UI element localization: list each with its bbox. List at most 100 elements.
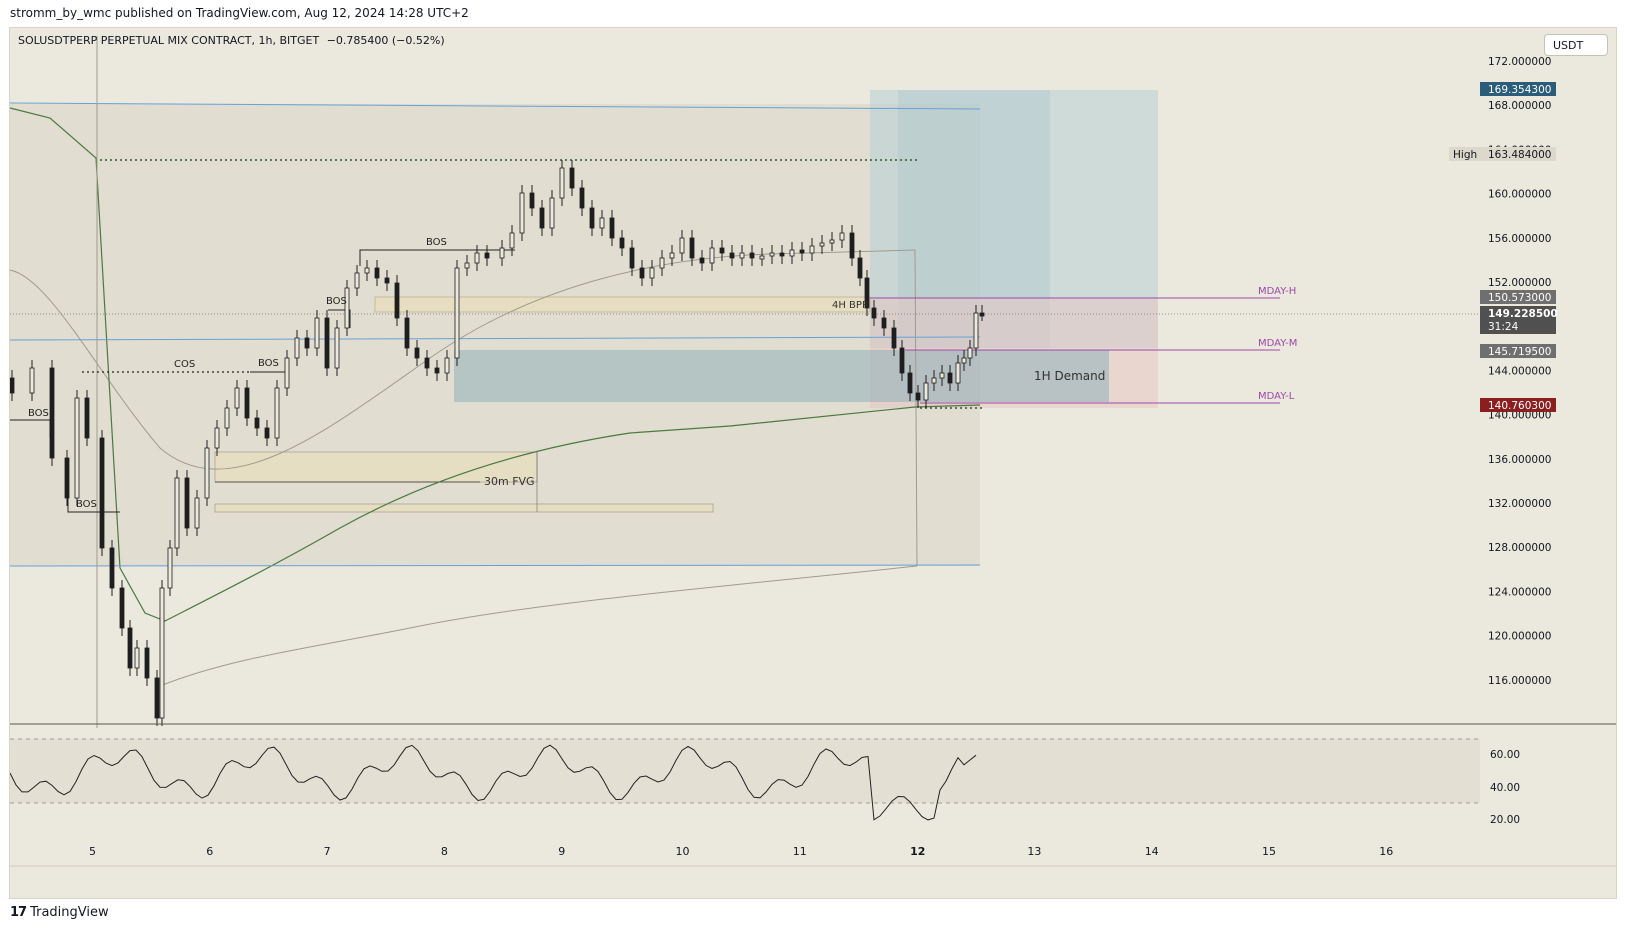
candle-body	[709, 247, 715, 264]
candle-body	[907, 372, 913, 394]
symbol-line: SOLUSDTPERP PERPETUAL MIX CONTRACT, 1h, …	[18, 34, 445, 47]
candle-body	[619, 237, 625, 249]
candle-body	[324, 317, 330, 369]
rsi-tick-label: 60.00	[1490, 749, 1520, 761]
time-tick-label: 12	[910, 845, 925, 858]
mday-h-badge	[1480, 290, 1556, 304]
candle-body	[679, 237, 685, 254]
price-tick-label: 152.000000	[1488, 277, 1551, 289]
rsi-line	[10, 744, 977, 821]
currency-selector[interactable]: USDT	[1544, 34, 1608, 56]
last-price-text: 149.228500	[1488, 308, 1558, 320]
candle-body	[144, 647, 150, 679]
time-tick-label: 15	[1262, 845, 1276, 858]
upper-band	[10, 249, 918, 567]
candle-body	[849, 232, 855, 259]
candle-body	[264, 427, 270, 439]
candle-body	[871, 307, 877, 319]
mday-m-badge	[1480, 344, 1556, 358]
mday-h-price: 150.573000	[1488, 292, 1551, 304]
cos-label: COS	[174, 359, 195, 370]
candle-body	[589, 207, 595, 229]
price-tick-label: 172.000000	[1488, 56, 1551, 68]
candle-body	[127, 627, 133, 669]
candle-body	[334, 327, 340, 369]
candle-body	[799, 249, 805, 254]
candle-body	[509, 232, 515, 249]
candle-body	[74, 397, 80, 499]
candle-body	[579, 187, 585, 209]
candle-body	[819, 242, 825, 247]
candle-body	[444, 357, 450, 374]
candle-body	[49, 367, 55, 459]
rsi-band	[10, 739, 1480, 803]
candle-body	[394, 282, 400, 319]
price-tick-label: 132.000000	[1488, 498, 1551, 510]
chart-area[interactable]: BOS BOS COS BOS BOS BOS 4H BPR 30m FVG 1…	[9, 27, 1617, 899]
candle-body	[779, 252, 785, 257]
last-price-badge	[1480, 306, 1556, 334]
time-tick-label: 7	[324, 845, 331, 858]
candle-body	[915, 392, 921, 401]
candle-body	[499, 247, 505, 259]
candle-body	[955, 362, 961, 384]
candle-body	[414, 347, 420, 359]
channel-mid	[10, 336, 981, 341]
candle-body	[864, 277, 870, 309]
candle-body	[99, 437, 105, 549]
bos-line-4	[328, 309, 351, 328]
candle-body	[464, 262, 470, 269]
bos-line-5	[359, 249, 515, 266]
candle-body	[609, 217, 615, 239]
bos-label-2: BOS	[76, 499, 97, 510]
target-price-badge	[1480, 82, 1556, 96]
chart-canvas[interactable]: BOS BOS COS BOS BOS BOS 4H BPR 30m FVG 1…	[10, 28, 1616, 898]
high-price-badge	[1480, 147, 1556, 161]
candle-body	[154, 677, 160, 719]
candle-body	[961, 357, 967, 364]
candle-body	[839, 232, 845, 241]
candle-body	[214, 427, 220, 449]
tradingview-logo-icon: 17	[10, 905, 27, 920]
mday-l-badge	[1480, 398, 1556, 412]
candle-body	[669, 252, 675, 259]
price-tick-label: 116.000000	[1488, 675, 1551, 687]
candle-body	[274, 387, 280, 439]
candle-body	[939, 372, 945, 379]
candle-body	[967, 347, 973, 359]
candle-body	[719, 247, 725, 254]
bpr-zone	[374, 296, 871, 313]
price-tick-label: 144.000000	[1488, 365, 1551, 377]
time-tick-label: 5	[89, 845, 96, 858]
candle-body	[109, 547, 115, 589]
candle-body	[454, 267, 460, 359]
candle-body	[314, 317, 320, 349]
candle-body	[659, 257, 665, 269]
time-tick-label: 14	[1145, 845, 1159, 858]
time-tick-label: 10	[676, 845, 690, 858]
price-tick-label: 168.000000	[1488, 100, 1551, 112]
target-price-text: 169.354300	[1488, 84, 1551, 96]
bos-label-4: BOS	[326, 296, 347, 307]
candle-body	[159, 587, 165, 719]
candle-body	[559, 167, 565, 199]
lower-band	[159, 565, 918, 687]
time-tick-label: 6	[206, 845, 213, 858]
time-axis[interactable]: 5 6 7 8 9 10 11 12 13 14 15 16	[89, 845, 1393, 858]
candle-body	[384, 277, 390, 284]
price-tick-label: 120.000000	[1488, 631, 1551, 643]
candle-body	[759, 255, 765, 260]
candle-body	[224, 407, 230, 429]
price-tick-label: 124.000000	[1488, 586, 1551, 598]
candle-body	[404, 317, 410, 349]
price-tick-label: 156.000000	[1488, 233, 1551, 245]
candle-body	[10, 377, 15, 394]
candle-body	[881, 317, 887, 329]
candle-body	[947, 372, 953, 384]
bos-label-1: BOS	[28, 408, 49, 419]
candle-body	[184, 477, 190, 529]
candle-body	[134, 647, 140, 669]
time-tick-label: 16	[1379, 845, 1393, 858]
candle-body	[639, 267, 645, 279]
candle-body	[973, 312, 979, 349]
